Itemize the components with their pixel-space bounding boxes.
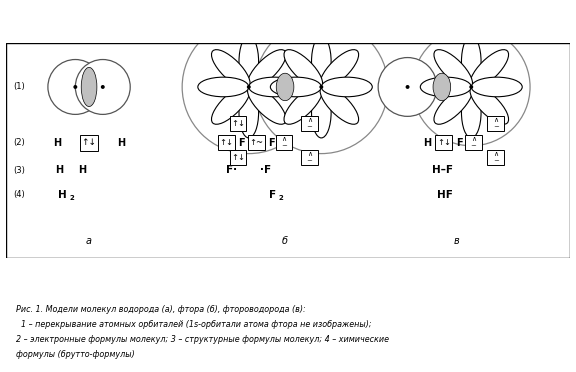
Text: ∧
~: ∧ ~ [281,136,287,149]
Ellipse shape [312,36,331,87]
Text: а: а [86,236,92,246]
Ellipse shape [284,86,323,124]
Ellipse shape [420,77,471,97]
Text: H: H [52,138,61,148]
Ellipse shape [211,86,250,124]
FancyBboxPatch shape [435,135,452,150]
Text: H: H [423,138,431,148]
Text: формулы (брутто-формулы): формулы (брутто-формулы) [16,350,134,359]
Text: 1 – перекрывание атомных орбиталей (1s-орбитали атома фтора не изображены);: 1 – перекрывание атомных орбиталей (1s-о… [16,320,371,329]
Text: H–F: H–F [432,165,453,175]
Ellipse shape [249,77,300,97]
Circle shape [412,28,530,146]
Ellipse shape [312,87,331,138]
Ellipse shape [321,77,372,97]
Ellipse shape [239,36,259,87]
Text: б: б [282,236,288,246]
Text: ↑↓: ↑↓ [231,119,245,128]
Text: (4): (4) [14,190,25,199]
Circle shape [101,85,105,89]
Ellipse shape [248,86,286,124]
FancyBboxPatch shape [301,150,318,165]
Ellipse shape [284,49,323,88]
Text: ∧
~: ∧ ~ [306,117,313,130]
Ellipse shape [198,77,249,97]
Text: в: в [454,236,460,246]
Ellipse shape [270,77,321,97]
Circle shape [182,20,316,154]
Text: ↑↓: ↑↓ [82,138,97,147]
Circle shape [75,60,130,115]
Text: ∧
~: ∧ ~ [493,151,499,164]
Ellipse shape [461,36,481,87]
Text: F: F [456,138,463,148]
Text: H: H [58,190,67,200]
Text: (3): (3) [14,166,25,175]
Text: ↑~: ↑~ [249,138,264,147]
Ellipse shape [433,73,450,101]
FancyBboxPatch shape [218,135,234,150]
Circle shape [319,85,323,89]
Circle shape [73,85,77,89]
Text: F·: F· [226,165,237,175]
Text: HF: HF [437,190,453,200]
Ellipse shape [434,49,472,88]
Text: Рис. 1. Модели молекул водорода (а), фтора (б), фтороводорода (в):: Рис. 1. Модели молекул водорода (а), фто… [16,305,305,314]
Text: H: H [118,138,126,148]
Circle shape [469,85,473,89]
Text: H: H [56,165,64,175]
Text: ·F: ·F [260,165,271,175]
FancyBboxPatch shape [230,150,247,165]
Text: ∧
~: ∧ ~ [493,117,499,130]
Text: ↑↓: ↑↓ [219,138,233,147]
FancyBboxPatch shape [487,150,504,165]
Text: F: F [268,138,275,148]
Ellipse shape [81,67,97,106]
Ellipse shape [434,86,472,124]
Circle shape [48,60,103,115]
Ellipse shape [470,86,509,124]
Ellipse shape [276,73,294,101]
FancyBboxPatch shape [80,135,98,151]
FancyBboxPatch shape [487,116,504,131]
Text: 2 – электронные формулы молекул; 3 – структурные формулы молекул; 4 – химические: 2 – электронные формулы молекул; 3 – стр… [16,335,389,344]
Circle shape [255,20,388,154]
Ellipse shape [320,49,359,88]
FancyBboxPatch shape [276,135,293,150]
FancyBboxPatch shape [301,116,318,131]
Text: 2: 2 [69,195,74,201]
Circle shape [406,85,410,89]
FancyBboxPatch shape [230,116,247,131]
Text: ↑↓: ↑↓ [231,153,245,162]
Text: H: H [78,165,86,175]
Circle shape [378,58,437,116]
FancyBboxPatch shape [248,135,265,150]
Ellipse shape [239,87,259,138]
Ellipse shape [470,49,509,88]
Text: F: F [238,138,244,148]
Ellipse shape [248,49,286,88]
Text: ↑↓: ↑↓ [437,138,451,147]
Text: 2: 2 [279,195,283,201]
Ellipse shape [471,77,522,97]
Text: (2): (2) [14,138,25,147]
Ellipse shape [211,49,250,88]
Text: (1): (1) [14,83,25,92]
Text: F: F [269,190,276,200]
Ellipse shape [320,86,359,124]
Circle shape [247,85,251,89]
FancyBboxPatch shape [465,135,482,150]
Ellipse shape [461,87,481,138]
Text: ∧
~: ∧ ~ [306,151,313,164]
Text: ∧
~: ∧ ~ [470,136,476,149]
